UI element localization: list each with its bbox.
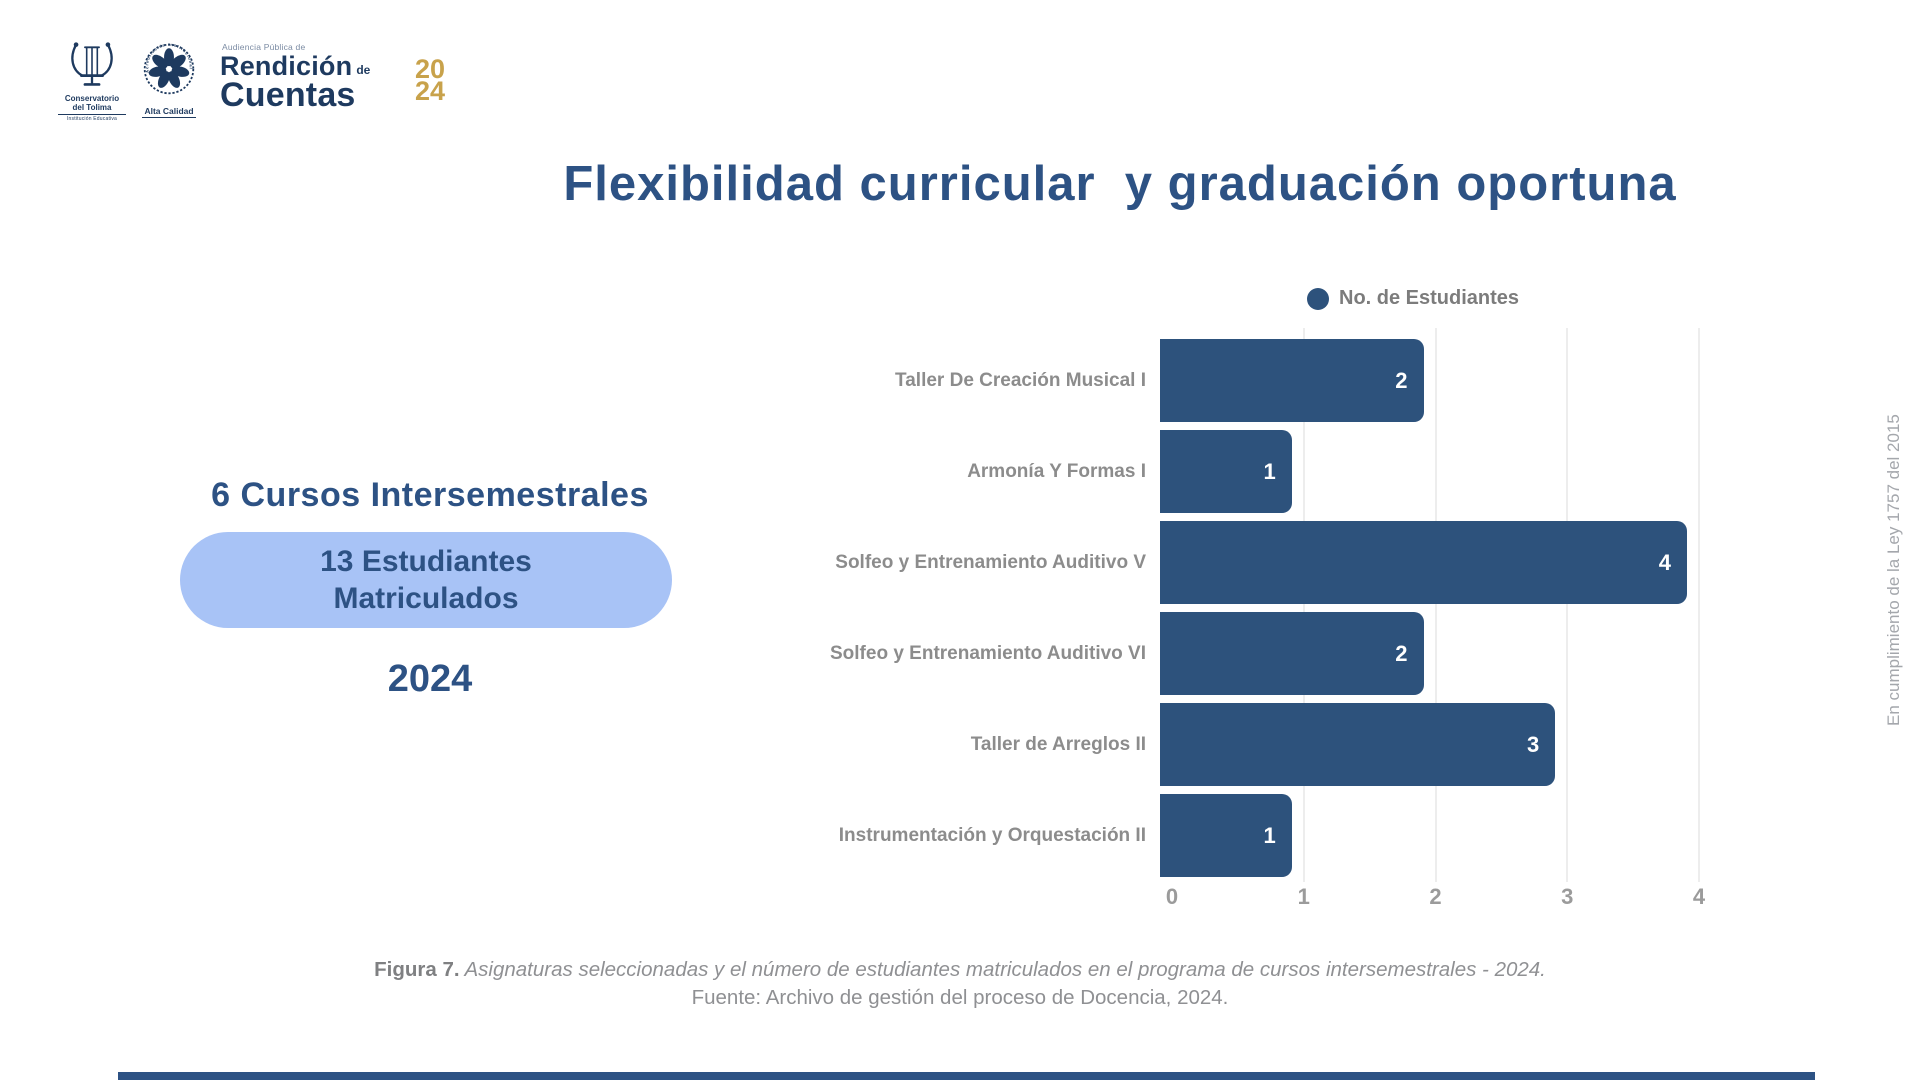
caption-text: Asignaturas seleccionadas y el número de… [459, 958, 1546, 981]
category-label: Instrumentación y Orquestación II [838, 825, 1146, 846]
chart-rows: Taller De Creación Musical I 2 Armonía Y F… [600, 339, 1687, 877]
chart-x-axis: 0 1 2 3 4 [1166, 884, 1705, 914]
category-label: Solfeo y Entrenamiento Auditivo VI [830, 643, 1146, 664]
legend-label: No. de Estudiantes [1339, 287, 1520, 309]
x-tick-label: 0 [1165, 884, 1179, 909]
chart-gridlines [1172, 328, 1700, 882]
bar: 3 [1160, 703, 1556, 786]
event-kicker: Audiencia Pública de [222, 42, 306, 52]
category-label: Taller De Creación Musical I [895, 370, 1146, 391]
conservatorio-name: Conservatorio del Tolima [64, 94, 120, 112]
page-title: Flexibilidad curricular y graduación opo… [563, 157, 1677, 211]
caption-source: Fuente: Archivo de gestión del proceso d… [691, 986, 1229, 1009]
bar: 1 [1160, 430, 1292, 513]
chart-row: Solfeo y Entrenamiento Auditivo V 4 [600, 521, 1687, 604]
event-de: de [356, 63, 371, 77]
bar-value-label: 2 [1395, 367, 1408, 393]
figure-caption: Figura 7. Asignaturas seleccionadas y el… [0, 956, 1920, 1012]
chart-row: Armonía Y Formas I 1 [600, 430, 1687, 513]
rendicion-cuentas-wordmark: Audiencia Pública de Rendición de Cuenta… [220, 42, 445, 114]
courses-heading: 6 Cursos Intersemestrales [211, 476, 649, 514]
bar: 2 [1160, 339, 1424, 422]
bar-value-label: 1 [1263, 458, 1276, 484]
x-tick-label: 3 [1561, 884, 1574, 909]
chart-legend: No. de Estudiantes [1307, 287, 1519, 310]
header-branding: Conservatorio del Tolima Institución Edu… [58, 42, 445, 122]
chart-row: Taller De Creación Musical I 2 [600, 339, 1687, 422]
bar-value-label: 2 [1395, 640, 1408, 666]
pill-line1: 13 Estudiantes [320, 545, 532, 578]
chart-row: Taller de Arreglos II 3 [600, 703, 1687, 786]
event-word2: Cuentas [220, 76, 356, 114]
bar: 1 [1160, 794, 1292, 877]
seal-icon: Acreditación Institucional [143, 42, 195, 95]
year-label: 2024 [387, 658, 473, 700]
category-label: Solfeo y Entrenamiento Auditivo V [835, 552, 1146, 573]
bar: 2 [1160, 612, 1424, 695]
gridline [1302, 328, 1305, 882]
pill-line2: Matriculados [333, 582, 519, 615]
event-word1: Rendición [220, 51, 353, 81]
category-label: Armonía Y Formas I [967, 461, 1146, 482]
x-tick-label: 4 [1692, 884, 1706, 909]
x-tick-label: 2 [1429, 884, 1442, 909]
chart-row: Solfeo y Entrenamiento Auditivo VI 2 [600, 612, 1687, 695]
gridline [1566, 328, 1569, 882]
gridline [1698, 328, 1700, 882]
conservatorio-subtitle: Institución Educativa [58, 114, 126, 122]
footer-bar [118, 1072, 1815, 1080]
caption-line1: Figura 7. Asignaturas seleccionadas y el… [0, 956, 1920, 984]
event-year: 20 24 [414, 54, 445, 106]
lyre-icon [71, 42, 113, 86]
figure-number: Figura 7. [374, 958, 460, 981]
law-compliance-note: En cumplimiento de la Ley 1757 del 2015 [1884, 414, 1903, 726]
bar: 4 [1160, 521, 1687, 604]
students-pill: 13 Estudiantes Matriculados [180, 532, 672, 628]
chart-row: Instrumentación y Orquestación II 1 [600, 794, 1687, 877]
x-tick-label: 1 [1297, 884, 1310, 909]
bar-value-label: 4 [1658, 549, 1671, 575]
legend-dot-icon [1307, 287, 1329, 310]
seal-label: Alta Calidad [142, 106, 196, 118]
bar-value-label: 1 [1263, 822, 1276, 848]
gridline [1434, 328, 1437, 882]
conservatorio-logo: Conservatorio del Tolima Institución Edu… [58, 42, 126, 122]
alta-calidad-seal: Acreditación Institucional Alta Calidad [138, 42, 200, 119]
category-label: Taller de Arreglos II [970, 734, 1146, 755]
bar-value-label: 3 [1527, 731, 1540, 757]
